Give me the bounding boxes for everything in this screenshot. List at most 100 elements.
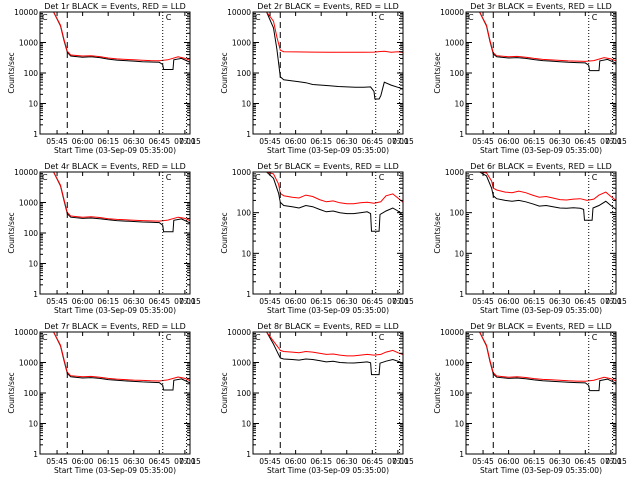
y-tick-label: 1 (33, 290, 38, 299)
panel-title: Det 9r BLACK = Events, RED = LLD (470, 322, 612, 331)
x-tick-label: 07:15 (179, 457, 201, 466)
y-tick-label: 1000 (232, 39, 251, 48)
x-tick-label: 07:15 (605, 457, 627, 466)
x-tick-label: 07:00 (387, 137, 409, 146)
x-tick-label: 05:45 (472, 457, 494, 466)
y-tick-label: 10000 (440, 328, 464, 337)
x-axis-label: Start Time (03-Sep-09 05:35:00) (480, 146, 602, 155)
marker-c-right: C (379, 173, 385, 182)
x-tick-label: 06:45 (149, 457, 171, 466)
series-line-lld (40, 172, 190, 222)
x-tick-label: 05:45 (259, 457, 281, 466)
panel-det-3: Det 3r BLACK = Events, RED = LLD C C 05:45 0… (433, 2, 627, 155)
x-axis-label: Start Time (03-Sep-09 05:35:00) (54, 146, 176, 155)
x-tick-label: 07:15 (605, 137, 627, 146)
y-tick-label: 100 (450, 209, 465, 218)
panel-det-1: Det 1r BLACK = Events, RED = LLD C C 05:45 0… (7, 2, 201, 155)
marker-c-right: C (592, 173, 598, 182)
x-tick-label: 05:45 (46, 297, 68, 306)
x-tick-label: 05:45 (46, 457, 68, 466)
y-tick-label: 10 (28, 100, 38, 109)
marker-c-right: C (379, 13, 385, 22)
x-tick-label: 06:15 (97, 297, 119, 306)
x-tick-label: 06:00 (72, 457, 94, 466)
marker-c-right: C (379, 333, 385, 342)
y-tick-label: 10 (28, 420, 38, 429)
y-tick-label: 10 (241, 100, 251, 109)
x-tick-label: 06:00 (498, 137, 520, 146)
x-axis-label: Start Time (03-Sep-09 05:35:00) (480, 306, 602, 315)
series-group (466, 332, 616, 392)
panel-det-6: Det 6r BLACK = Events, RED = LLD C C 05:45 0… (433, 162, 627, 315)
y-axis-label: Counts/sec (7, 212, 16, 253)
x-tick-label: 06:45 (149, 137, 171, 146)
y-tick-label: 10 (241, 249, 251, 258)
x-tick-label: 07:15 (392, 457, 414, 466)
series-line-lld (466, 12, 616, 62)
plot-frame (465, 171, 617, 295)
y-tick-label: 1000 (445, 359, 464, 368)
x-tick-label: 07:00 (600, 137, 622, 146)
marker-c-left: C (468, 333, 474, 342)
panel-det-9: Det 9r BLACK = Events, RED = LLD C C 05:45 0… (433, 322, 627, 475)
x-tick-label: 06:15 (310, 137, 332, 146)
marker-c-right: C (166, 173, 172, 182)
panel-det-2: Det 2r BLACK = Events, RED = LLD C C 05:45 0… (220, 2, 414, 155)
y-tick-label: 10000 (227, 328, 251, 337)
x-tick-label: 06:00 (285, 297, 307, 306)
x-tick-label: 07:00 (174, 297, 196, 306)
y-tick-label: 1 (33, 450, 38, 459)
panel-title: Det 7r BLACK = Events, RED = LLD (44, 322, 186, 331)
series-line-lld (40, 12, 190, 62)
x-tick-label: 07:15 (179, 297, 201, 306)
x-tick-label: 07:15 (392, 137, 414, 146)
x-tick-label: 06:30 (123, 297, 145, 306)
x-axis-label: Start Time (03-Sep-09 05:35:00) (480, 466, 602, 475)
x-tick-label: 06:30 (549, 457, 571, 466)
series-group (40, 12, 190, 70)
y-axis-label: Counts/sec (433, 212, 442, 253)
marker-c-right: C (592, 13, 598, 22)
y-tick-label: 1000 (19, 199, 38, 208)
panel-title: Det 4r BLACK = Events, RED = LLD (44, 162, 186, 171)
x-axis-label: Start Time (03-Sep-09 05:35:00) (267, 146, 389, 155)
x-axis-label: Start Time (03-Sep-09 05:35:00) (267, 306, 389, 315)
x-tick-label: 06:45 (362, 457, 384, 466)
x-tick-label: 07:15 (392, 297, 414, 306)
series-line-lld (253, 172, 403, 205)
y-tick-label: 1000 (232, 168, 251, 177)
y-axis-label: Counts/sec (433, 372, 442, 413)
y-tick-label: 1 (459, 130, 464, 139)
x-tick-label: 06:30 (549, 297, 571, 306)
y-tick-label: 10 (454, 249, 464, 258)
x-tick-label: 07:00 (174, 137, 196, 146)
y-axis-label: Counts/sec (220, 52, 229, 93)
marker-c-left: C (255, 173, 261, 182)
y-tick-label: 10 (454, 100, 464, 109)
marker-c-left: C (42, 173, 48, 182)
x-axis-label: Start Time (03-Sep-09 05:35:00) (54, 466, 176, 475)
y-axis-label: Counts/sec (433, 52, 442, 93)
y-tick-label: 1000 (19, 359, 38, 368)
x-tick-label: 07:00 (600, 457, 622, 466)
x-tick-label: 06:00 (72, 297, 94, 306)
x-tick-label: 07:15 (179, 137, 201, 146)
marker-c-right: C (166, 13, 172, 22)
series-line-lld (253, 12, 403, 53)
series-line-events (253, 332, 403, 376)
y-tick-label: 10000 (14, 8, 38, 17)
x-tick-label: 06:15 (97, 137, 119, 146)
x-tick-label: 06:30 (336, 457, 358, 466)
x-axis-label: Start Time (03-Sep-09 05:35:00) (54, 306, 176, 315)
x-tick-label: 06:00 (498, 457, 520, 466)
x-tick-label: 06:15 (97, 457, 119, 466)
x-tick-label: 07:00 (174, 457, 196, 466)
y-tick-label: 1 (33, 130, 38, 139)
series-group (40, 332, 190, 391)
y-tick-label: 1000 (445, 168, 464, 177)
x-tick-label: 06:30 (123, 457, 145, 466)
y-tick-label: 10000 (227, 8, 251, 17)
x-tick-label: 06:15 (310, 457, 332, 466)
x-tick-label: 05:45 (472, 137, 494, 146)
